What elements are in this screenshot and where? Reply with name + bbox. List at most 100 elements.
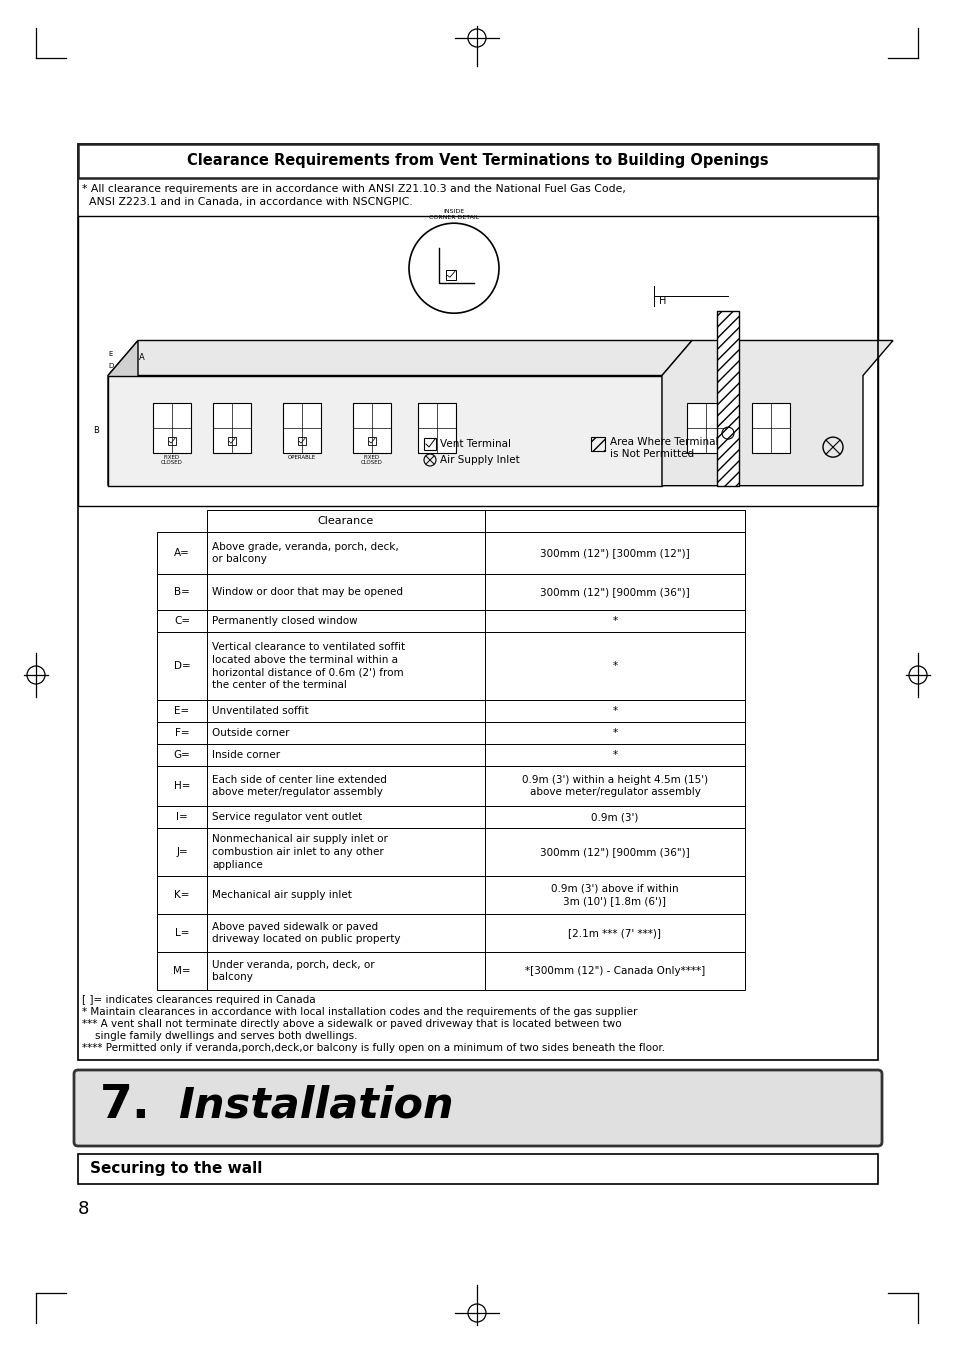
Bar xyxy=(108,376,661,486)
Text: Outside corner: Outside corner xyxy=(212,728,289,738)
FancyBboxPatch shape xyxy=(74,1070,882,1146)
Bar xyxy=(484,721,744,744)
Bar xyxy=(297,438,306,446)
Bar xyxy=(484,632,744,700)
Text: H: H xyxy=(659,296,666,305)
Bar xyxy=(353,403,391,453)
Text: is Not Permitted: is Not Permitted xyxy=(609,449,694,459)
Text: C=: C= xyxy=(173,616,190,626)
Bar xyxy=(207,632,484,700)
Text: single family dwellings and serves both dwellings.: single family dwellings and serves both … xyxy=(82,1031,357,1042)
Bar xyxy=(157,721,207,744)
Bar xyxy=(207,574,484,611)
Bar xyxy=(152,403,191,453)
Text: 0.9m (3'): 0.9m (3') xyxy=(591,812,638,821)
Text: **** Permitted only if veranda,porch,deck,or balcony is fully open on a minimum : **** Permitted only if veranda,porch,dec… xyxy=(82,1043,664,1052)
Bar xyxy=(78,216,877,507)
Bar xyxy=(157,744,207,766)
Text: M=: M= xyxy=(173,966,191,975)
Bar xyxy=(157,532,207,574)
Bar xyxy=(228,438,235,446)
Text: F=: F= xyxy=(174,728,189,738)
Bar xyxy=(484,952,744,990)
Text: Service regulator vent outlet: Service regulator vent outlet xyxy=(212,812,362,821)
Bar xyxy=(484,766,744,807)
Text: Vertical clearance to ventilated soffit
located above the terminal within a
hori: Vertical clearance to ventilated soffit … xyxy=(212,642,405,690)
Text: *: * xyxy=(612,616,617,626)
Bar xyxy=(686,403,724,453)
Text: OPERABLE: OPERABLE xyxy=(288,455,315,459)
Bar xyxy=(157,632,207,700)
Bar xyxy=(157,611,207,632)
Text: L=: L= xyxy=(174,928,189,938)
Polygon shape xyxy=(108,340,691,376)
Bar xyxy=(417,403,456,453)
Text: A: A xyxy=(139,354,145,362)
Bar xyxy=(590,436,604,451)
Bar xyxy=(207,952,484,990)
Bar xyxy=(283,403,320,453)
Text: B: B xyxy=(93,426,99,435)
Text: Vent Terminal: Vent Terminal xyxy=(439,439,511,449)
Polygon shape xyxy=(108,340,138,486)
Text: E: E xyxy=(109,350,113,357)
Bar xyxy=(446,270,456,280)
Text: A=: A= xyxy=(173,549,190,558)
Polygon shape xyxy=(661,340,892,486)
Text: D=: D= xyxy=(173,661,191,671)
Bar xyxy=(484,700,744,721)
Bar xyxy=(207,828,484,875)
Text: *[300mm (12") - Canada Only****]: *[300mm (12") - Canada Only****] xyxy=(524,966,704,975)
Bar xyxy=(157,700,207,721)
Text: 300mm (12") [900mm (36")]: 300mm (12") [900mm (36")] xyxy=(539,586,689,597)
Bar xyxy=(484,532,744,574)
Bar xyxy=(207,744,484,766)
Text: 300mm (12") [900mm (36")]: 300mm (12") [900mm (36")] xyxy=(539,847,689,857)
Bar xyxy=(207,915,484,952)
Text: 0.9m (3') within a height 4.5m (15')
above meter/regulator assembly: 0.9m (3') within a height 4.5m (15') abo… xyxy=(521,774,707,797)
Text: * All clearance requirements are in accordance with ANSI Z21.10.3 and the Nation: * All clearance requirements are in acco… xyxy=(82,184,625,195)
Text: Inside corner: Inside corner xyxy=(212,750,280,761)
Bar xyxy=(207,611,484,632)
Bar xyxy=(484,744,744,766)
Bar xyxy=(157,807,207,828)
Text: Nonmechanical air supply inlet or
combustion air inlet to any other
appliance: Nonmechanical air supply inlet or combus… xyxy=(212,834,388,870)
Bar xyxy=(157,828,207,875)
Text: [2.1m *** (7' ***)]: [2.1m *** (7' ***)] xyxy=(568,928,660,938)
Bar xyxy=(78,1154,877,1183)
Text: Window or door that may be opened: Window or door that may be opened xyxy=(212,586,402,597)
Bar xyxy=(157,766,207,807)
Text: I=: I= xyxy=(176,812,188,821)
Bar xyxy=(78,145,877,178)
Bar xyxy=(168,438,175,446)
Text: K=: K= xyxy=(174,890,190,900)
Bar xyxy=(207,700,484,721)
Bar xyxy=(484,574,744,611)
Bar xyxy=(484,611,744,632)
Text: Permanently closed window: Permanently closed window xyxy=(212,616,357,626)
Bar xyxy=(207,766,484,807)
Text: 7.: 7. xyxy=(100,1082,151,1128)
Text: Under veranda, porch, deck, or
balcony: Under veranda, porch, deck, or balcony xyxy=(212,959,375,982)
Bar xyxy=(484,828,744,875)
Text: *: * xyxy=(612,750,617,761)
Bar xyxy=(751,403,789,453)
Text: 8: 8 xyxy=(78,1200,90,1219)
Text: *: * xyxy=(612,707,617,716)
Text: INSIDE
CORNER DETAIL: INSIDE CORNER DETAIL xyxy=(429,209,478,220)
Text: Securing to the wall: Securing to the wall xyxy=(90,1162,262,1177)
Text: Each side of center line extended
above meter/regulator assembly: Each side of center line extended above … xyxy=(212,774,387,797)
Bar xyxy=(484,807,744,828)
Text: Above paved sidewalk or paved
driveway located on public property: Above paved sidewalk or paved driveway l… xyxy=(212,921,400,944)
Text: B=: B= xyxy=(173,586,190,597)
Text: Installation: Installation xyxy=(178,1084,453,1125)
Bar xyxy=(423,438,436,450)
Bar xyxy=(157,875,207,915)
Bar xyxy=(717,311,739,486)
Text: H=: H= xyxy=(173,781,190,790)
Text: G=: G= xyxy=(173,750,191,761)
Text: Clearance: Clearance xyxy=(317,516,374,526)
Bar xyxy=(157,574,207,611)
Bar xyxy=(717,311,739,486)
Text: 0.9m (3') above if within
3m (10') [1.8m (6')]: 0.9m (3') above if within 3m (10') [1.8m… xyxy=(551,884,679,907)
